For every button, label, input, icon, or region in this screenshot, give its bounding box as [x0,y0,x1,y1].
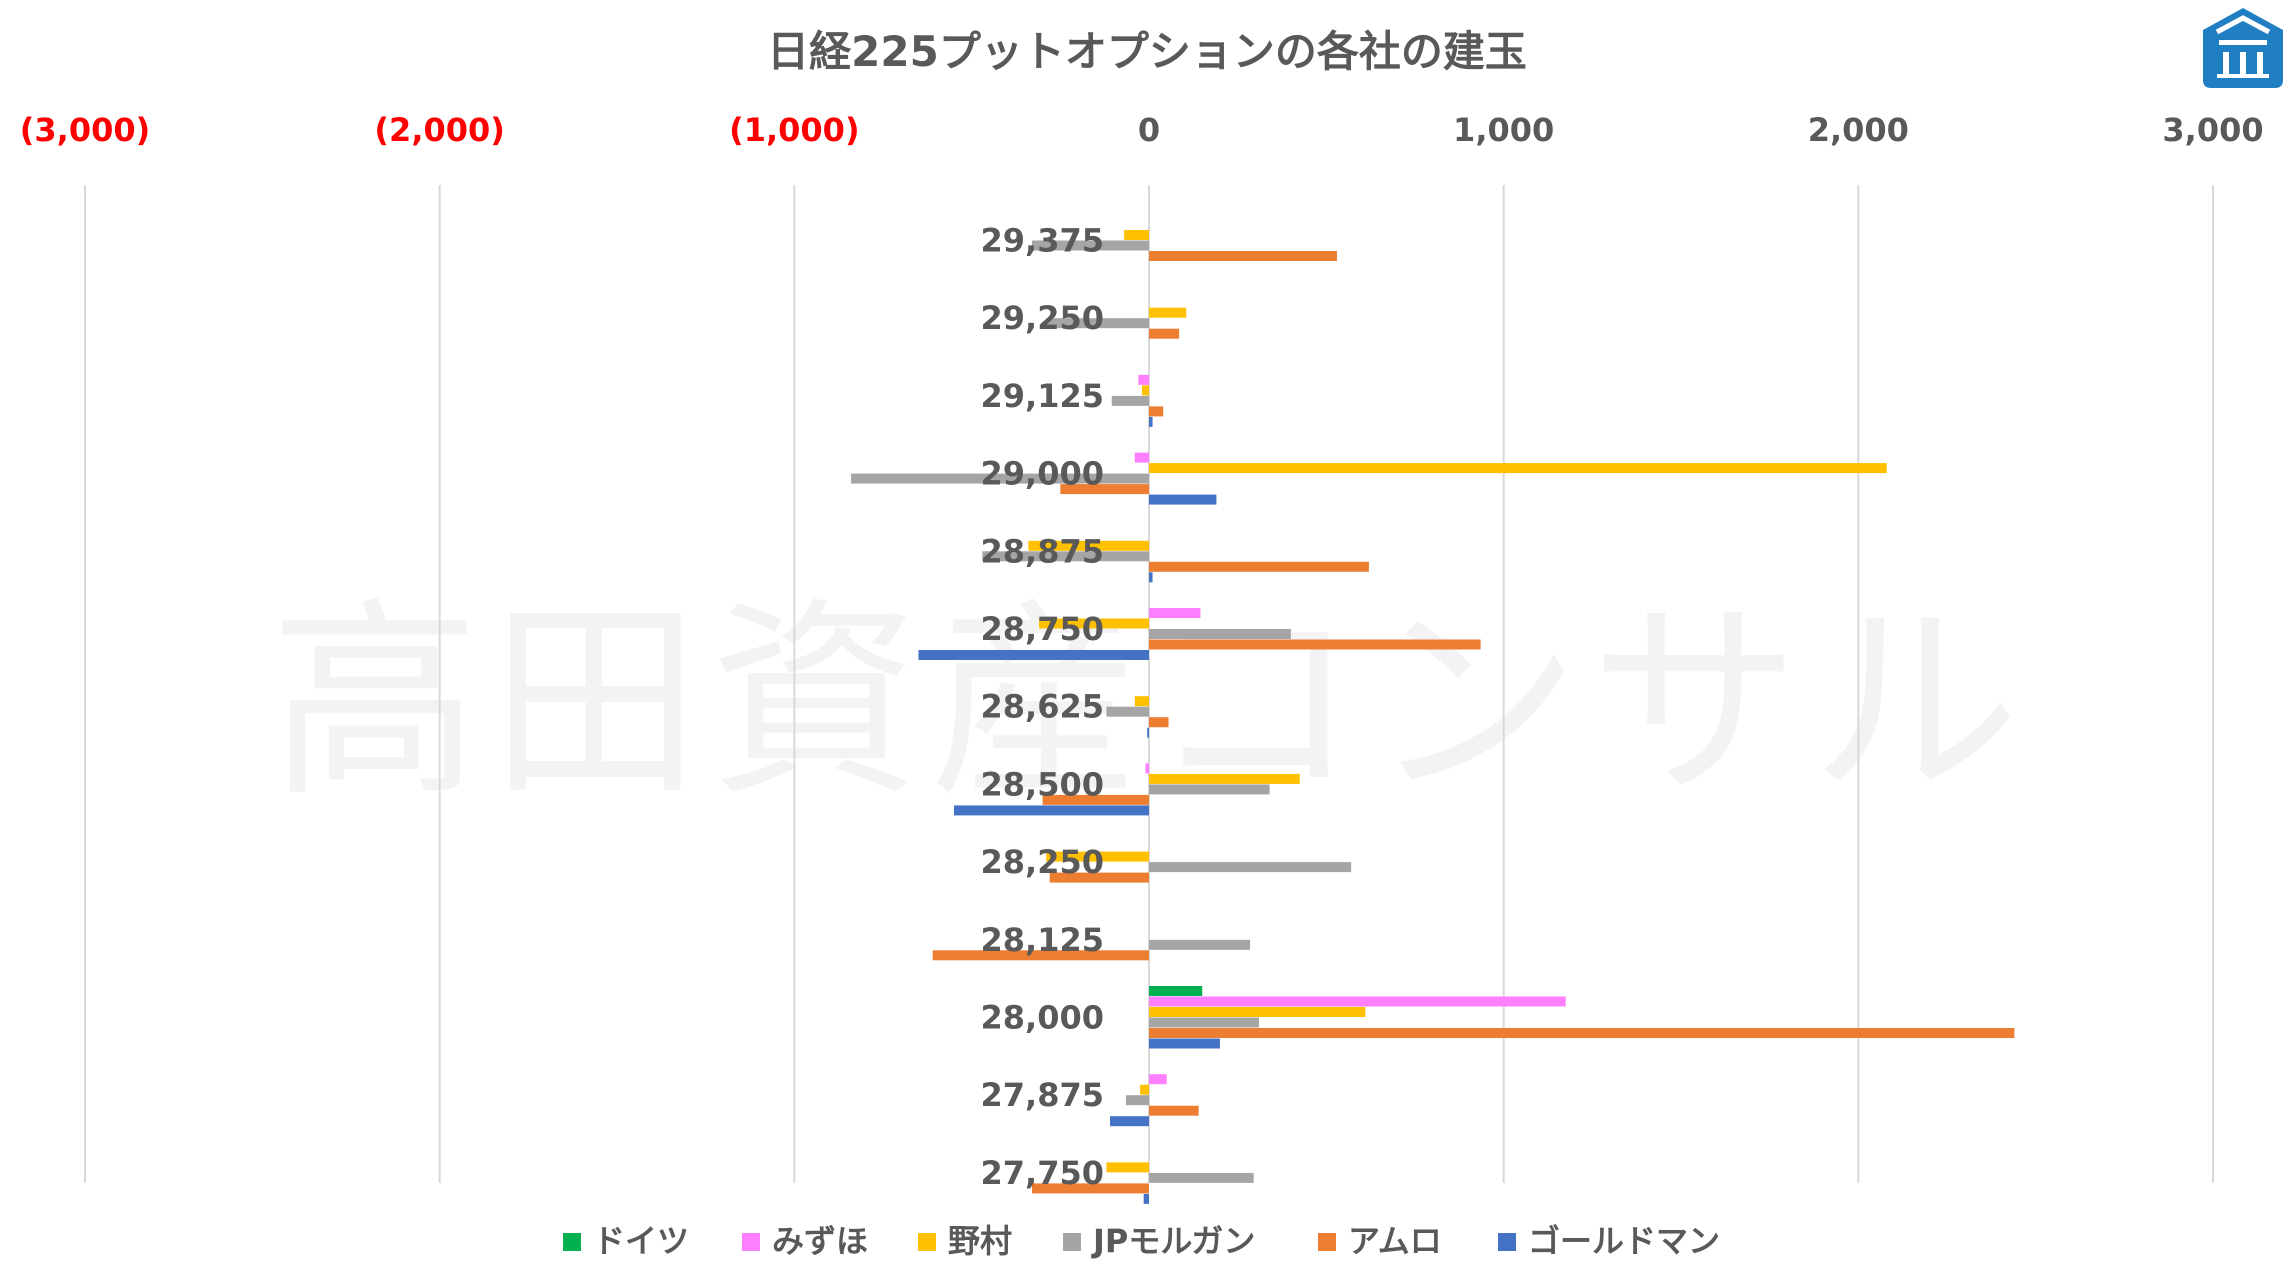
x-tick-label: (2,000) [374,111,504,149]
bar-2-10 [1149,1007,1366,1017]
bar-4-12 [1031,1183,1149,1194]
bar-2-5 [1039,618,1149,629]
bar-4-9 [932,950,1149,961]
bar-1-11 [1149,1074,1167,1085]
bar-2-0 [1124,230,1149,240]
bar-2-2 [1141,385,1149,396]
legend-swatch [742,1233,760,1251]
y-axis-ticks: 29,375 29,250 29,125 29,000 28,875 28,750 28,6… [981,222,1104,1192]
legend-swatch [1498,1233,1516,1251]
bar-2-8 [1046,851,1149,862]
x-tick-label: 2,000 [1808,111,1909,149]
y-tick-label: 28,250 [981,843,1104,881]
y-tick-label: 28,750 [981,610,1104,648]
bar-4-8 [1049,872,1149,883]
takata-logo-icon [2203,8,2283,88]
bar-1-2 [1138,374,1149,385]
legend-label: アムロ [1348,1222,1442,1260]
bar-4-2 [1149,406,1164,417]
bar-1-7 [1145,763,1149,774]
legend-swatch [918,1233,936,1251]
x-axis-ticks: (3,000) (2,000) (1,000) 0 1,000 2,000 3,000 [20,111,2264,149]
bar-1-10 [1149,996,1566,1007]
y-tick-label: 27,875 [981,1076,1104,1114]
legend-swatch [1063,1233,1081,1251]
bar-3-9 [1149,939,1251,950]
bar-2-4 [1028,540,1149,551]
bar-5-3 [1149,494,1217,505]
bar-4-3 [1060,484,1149,495]
legend-label: ドイツ [593,1222,689,1260]
bar-4-10 [1149,1028,2015,1038]
bar-4-1 [1149,328,1180,339]
legend-label: みずほ [772,1222,868,1260]
y-tick-label: 28,000 [981,999,1104,1037]
legend-label: JPモルガン [1091,1222,1255,1260]
bar-3-0 [1031,240,1149,251]
legend-swatch [563,1233,581,1251]
y-tick-label: 28,500 [981,765,1104,803]
y-tick-label: 29,125 [981,377,1104,415]
y-tick-label: 29,375 [981,222,1104,260]
bar-3-4 [982,551,1149,562]
bar-3-10 [1149,1017,1259,1028]
bar-3-5 [1149,629,1291,639]
y-tick-label: 28,125 [981,921,1104,959]
bar-2-3 [1149,463,1887,474]
y-tick-label: 29,250 [981,299,1104,337]
bars [851,230,2015,1204]
bar-3-1 [1046,318,1149,329]
bar-4-11 [1149,1105,1199,1116]
bar-3-2 [1111,395,1149,406]
bar-3-11 [1125,1095,1149,1106]
legend-swatch [1318,1233,1336,1251]
bar-5-11 [1109,1116,1149,1127]
y-tick-label: 28,875 [981,532,1104,570]
bar-5-7 [953,805,1149,816]
bar-0-10 [1149,986,1203,996]
bar-4-6 [1149,717,1169,728]
bar-3-7 [1149,784,1270,795]
bar-2-1 [1149,307,1187,318]
bar-4-0 [1149,251,1337,261]
y-tick-label: 28,625 [981,688,1104,726]
bar-3-3 [851,473,1149,484]
legend: ドイツ みずほ 野村 JPモルガン アムロ ゴールドマン [563,1222,1720,1260]
x-tick-label: 0 [1138,111,1160,149]
legend-label: 野村 [948,1222,1012,1260]
bar-4-7 [1042,794,1149,805]
x-tick-label: (1,000) [729,111,859,149]
bar-1-5 [1149,608,1201,618]
bar-4-4 [1149,561,1369,572]
bar-3-8 [1149,862,1352,873]
bar-5-6 [1147,727,1149,738]
bar-3-12 [1149,1172,1254,1183]
bar-2-7 [1149,773,1300,784]
legend-label: ゴールドマン [1528,1222,1720,1260]
bar-5-2 [1149,416,1153,427]
y-tick-label: 29,000 [981,455,1104,493]
bar-5-12 [1143,1193,1149,1204]
bar-5-5 [918,650,1149,660]
chart-title: 日経225プットオプションの各社の建玉 [767,27,1527,76]
bar-1-3 [1134,452,1149,463]
bar-3-6 [1106,706,1149,717]
bar-5-4 [1149,572,1153,583]
bar-2-6 [1134,696,1149,707]
bar-5-10 [1149,1038,1220,1049]
y-tick-label: 27,750 [981,1154,1104,1192]
x-tick-label: 3,000 [2162,111,2263,149]
bar-2-11 [1140,1084,1149,1095]
x-tick-label: 1,000 [1453,111,1554,149]
bar-4-5 [1149,639,1481,650]
bar-2-12 [1106,1162,1149,1173]
x-tick-label: (3,000) [20,111,150,149]
